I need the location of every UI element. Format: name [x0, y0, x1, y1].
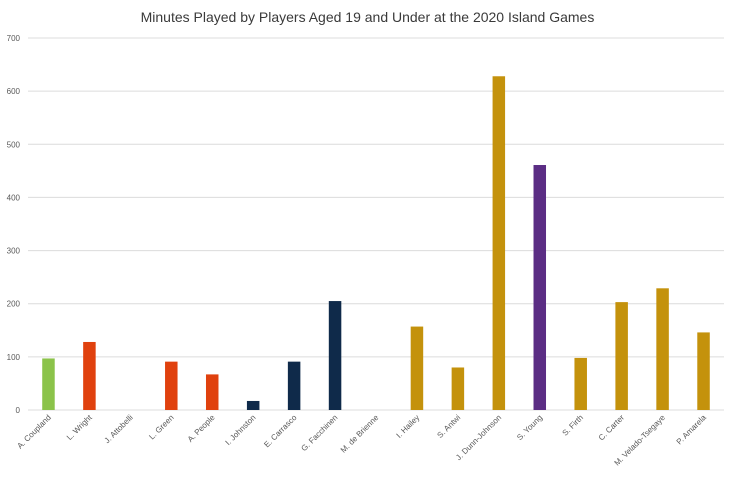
y-tick-label: 700	[7, 34, 21, 43]
y-tick-label: 100	[7, 353, 21, 362]
gridlines	[28, 37, 724, 411]
y-tick-label: 400	[7, 193, 21, 202]
y-axis-ticks: 0 100 200 300 400 500 600 700	[7, 34, 21, 415]
bar	[287, 361, 301, 410]
x-axis-ticks: A. Coupland L. Wright J. Attobelli L. Green…	[15, 413, 708, 468]
x-tick-label: S. Antwi	[435, 413, 462, 440]
x-tick-label: P. Amarela	[675, 413, 709, 447]
x-tick-label: C. Carter	[597, 413, 627, 443]
y-tick-label: 600	[7, 87, 21, 96]
bar	[410, 326, 424, 410]
bar	[697, 332, 710, 410]
y-tick-label: 500	[7, 140, 21, 149]
bar	[574, 357, 587, 410]
x-tick-label: G. Facchinen	[299, 413, 339, 453]
y-tick-label: 0	[16, 406, 21, 415]
bar	[451, 367, 465, 410]
x-tick-label: L. Green	[147, 413, 175, 441]
x-tick-label: S. Firth	[561, 413, 586, 438]
x-tick-label: M. de Brienne	[339, 413, 381, 455]
y-tick-label: 300	[7, 247, 21, 256]
x-tick-label: I. Hailey	[395, 413, 422, 440]
x-tick-label: I. Johnston	[224, 413, 258, 447]
bar	[205, 374, 219, 410]
bar	[656, 288, 669, 410]
y-tick-label: 200	[7, 300, 21, 309]
bar	[615, 302, 628, 410]
x-tick-label: A. People	[186, 413, 217, 444]
x-tick-label: S. Young	[515, 413, 544, 442]
bar	[492, 76, 506, 411]
bar	[165, 361, 178, 410]
x-tick-label: E. Carrasco	[262, 413, 299, 450]
bars	[42, 76, 710, 411]
x-tick-label: A. Coupland	[15, 413, 52, 450]
x-tick-label: J. Dunn-Johnson	[454, 413, 503, 462]
bar	[533, 165, 547, 410]
x-tick-label: L. Wright	[65, 413, 94, 442]
bar	[246, 400, 260, 410]
bar	[42, 358, 55, 410]
bar	[328, 301, 342, 410]
bar	[83, 341, 96, 410]
chart-title: Minutes Played by Players Aged 19 and Un…	[140, 9, 595, 25]
x-tick-label: J. Attobelli	[103, 413, 135, 445]
